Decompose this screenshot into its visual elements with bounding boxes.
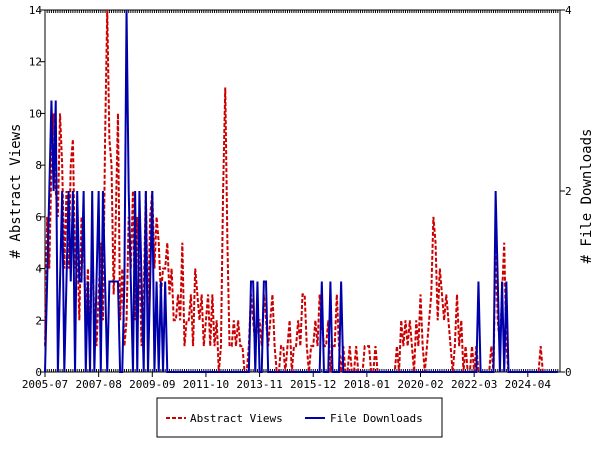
y-tick-label: 10 bbox=[29, 107, 42, 120]
y2-tick-label: 0 bbox=[565, 366, 572, 379]
x-tick-label: 2011-10 bbox=[183, 378, 229, 391]
y2-axis-ticks: 0 2 4 bbox=[560, 4, 572, 379]
y-tick-label: 6 bbox=[35, 211, 42, 224]
legend-box bbox=[156, 397, 443, 438]
x-axis-ticks: 2005-07 2007-08 2009-09 2011-10 2013-11 2015-… bbox=[22, 372, 552, 391]
y2-axis-title: # File Downloads bbox=[579, 129, 595, 264]
x-tick-label: 2020-02 bbox=[397, 378, 443, 391]
y-tick-label: 8 bbox=[35, 159, 42, 172]
y2-tick-label: 4 bbox=[565, 4, 572, 17]
y-axis-title: # Abstract Views bbox=[8, 124, 24, 259]
x-tick-label: 2015-12 bbox=[290, 378, 336, 391]
x-tick-label: 2005-07 bbox=[22, 378, 68, 391]
legend-label-file-downloads: File Downloads bbox=[330, 412, 423, 425]
x-tick-label: 2007-08 bbox=[75, 378, 121, 391]
y-axis-ticks: 0 2 4 6 8 10 12 14 bbox=[29, 4, 45, 379]
series-lines bbox=[44, 9, 558, 373]
x-tick-label: 2022-03 bbox=[451, 378, 497, 391]
y-tick-label: 4 bbox=[35, 263, 42, 276]
y-tick-label: 2 bbox=[35, 314, 42, 327]
legend-label-abstract-views: Abstract Views bbox=[190, 412, 283, 425]
x-tick-label: 2009-09 bbox=[129, 378, 175, 391]
y-tick-label: 14 bbox=[29, 4, 43, 17]
y-tick-label: 12 bbox=[29, 56, 42, 69]
y-tick-label: 0 bbox=[35, 366, 42, 379]
x-tick-label: 2018-01 bbox=[344, 378, 390, 391]
series-line-file-downloads bbox=[44, 9, 558, 373]
x-tick-label: 2024-04 bbox=[505, 378, 552, 391]
y2-tick-label: 2 bbox=[565, 185, 572, 198]
x-tick-label: 2013-11 bbox=[236, 378, 282, 391]
legend: Abstract Views File Downloads bbox=[156, 397, 443, 438]
